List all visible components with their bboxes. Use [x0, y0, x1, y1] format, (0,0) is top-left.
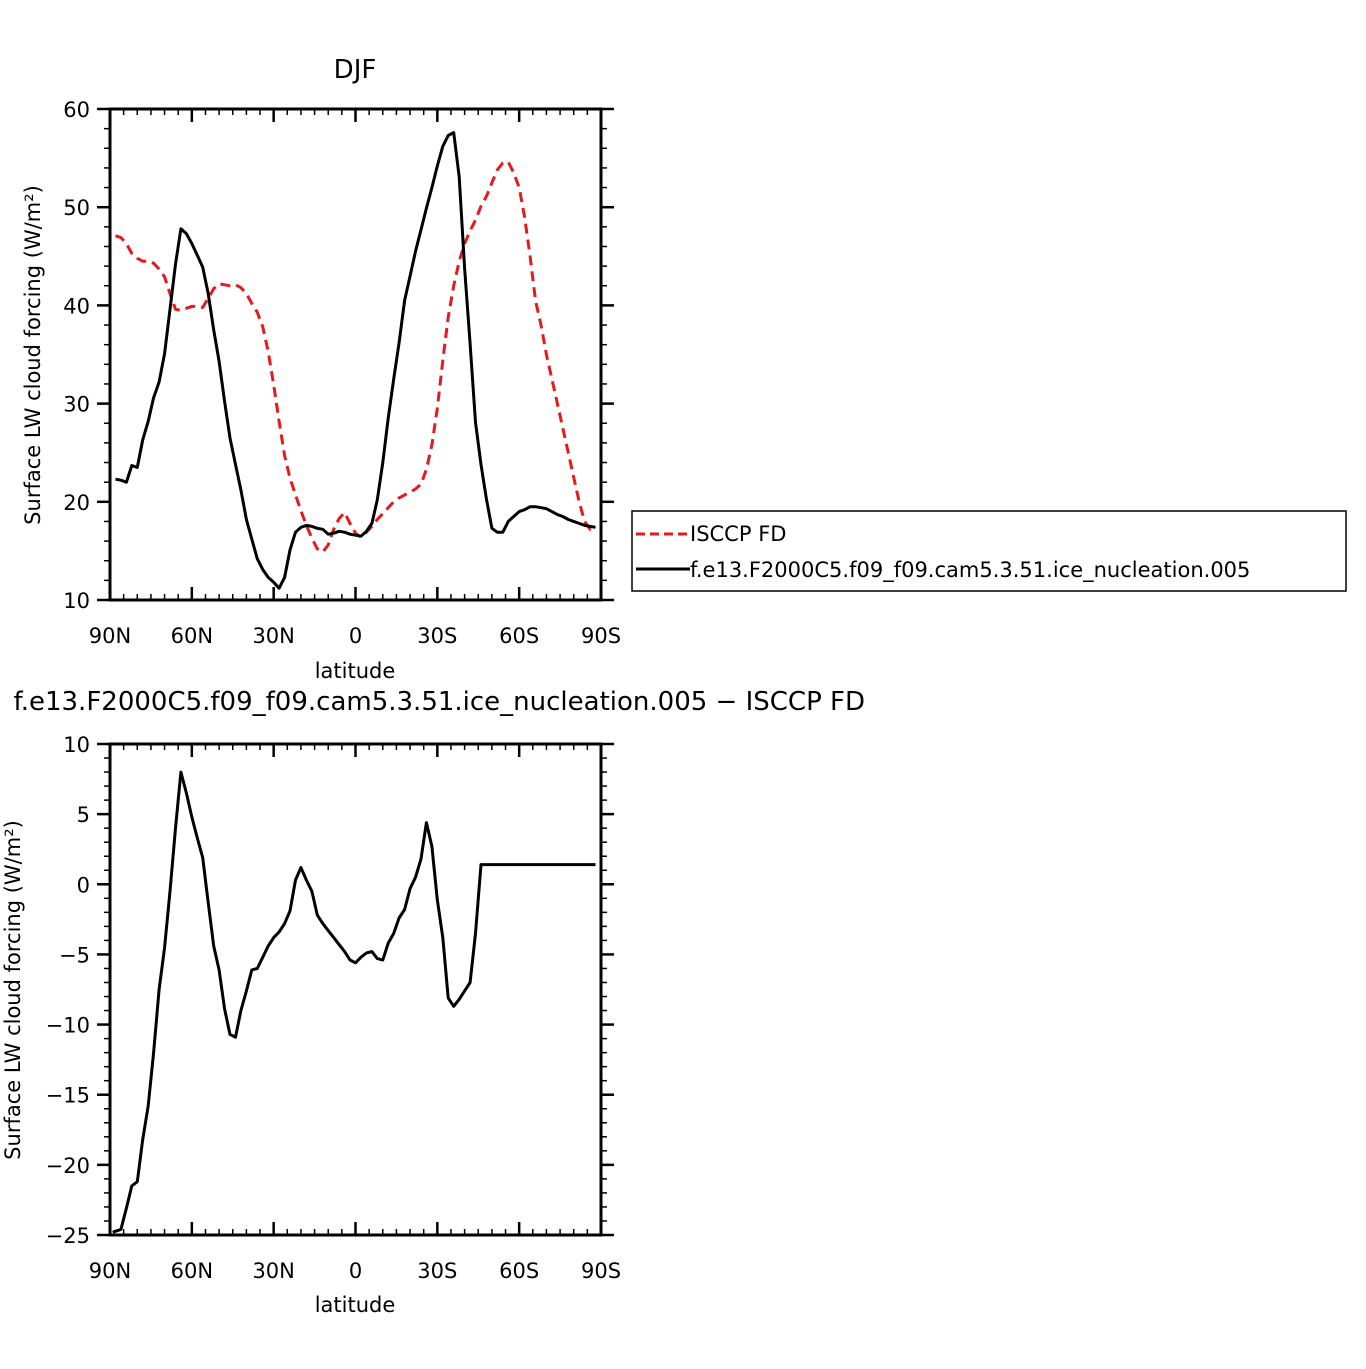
y-tick-label: 0: [77, 873, 90, 897]
y-tick-label: 60: [63, 98, 90, 122]
x-tick-label: 60N: [171, 1259, 213, 1283]
y-tick-label: 30: [63, 393, 90, 417]
legend: ISCCP FD f.e13.F2000C5.f09_f09.cam5.3.51…: [631, 510, 1347, 592]
panel-bottom-difference: f.e13.F2000C5.f09_f09.cam5.3.51.ice_nucl…: [1, 687, 865, 1317]
x-tick-label: 60S: [499, 624, 539, 648]
y-tick-label: 10: [63, 589, 90, 613]
panel-bottom-axes: 90N 60N 30N 0 30S 60S 90S −25 −20 −15 −10 −5 0 5 10: [46, 733, 621, 1283]
y-tick-label: −5: [59, 943, 90, 967]
panel-bottom-title: f.e13.F2000C5.f09_f09.cam5.3.51.ice_nucl…: [13, 687, 865, 717]
x-tick-label: 90S: [581, 1259, 621, 1283]
y-tick-label: −15: [46, 1084, 90, 1108]
panel-top-frame: [108, 107, 603, 602]
panel-top-xlabel: latitude: [315, 659, 396, 683]
series-line-1-0: [112, 770, 596, 1234]
x-tick-label: 90N: [89, 1259, 131, 1283]
panel-top-title: DJF: [334, 55, 377, 85]
y-tick-label: 40: [63, 294, 90, 318]
panel-top-ylabel: Surface LW cloud forcing (W/m²): [21, 185, 45, 525]
y-tick-label: −10: [46, 1014, 90, 1038]
x-tick-label: 30S: [417, 624, 457, 648]
panel-bottom-series: [112, 770, 596, 1234]
x-tick-label: 90N: [89, 624, 131, 648]
panel-bottom-frame: [108, 742, 603, 1237]
legend-label-model: f.e13.F2000C5.f09_f09.cam5.3.51.ice_nucl…: [690, 558, 1250, 583]
x-tick-label: 60S: [499, 1259, 539, 1283]
panel-bottom-xlabel: latitude: [315, 1293, 396, 1317]
y-tick-label: 50: [63, 196, 90, 220]
legend-label-isccp: ISCCP FD: [690, 522, 786, 546]
series-line-0-0: [115, 160, 597, 554]
panel-bottom-ylabel: Surface LW cloud forcing (W/m²): [1, 820, 25, 1160]
y-tick-label: 5: [77, 803, 90, 827]
x-tick-label: 0: [349, 1259, 362, 1283]
x-tick-label: 60N: [171, 624, 213, 648]
panel-top-djf: DJF 90N 60N 30N 0 30S 60S 90S 10 20 30 40 50 60 lati…: [21, 55, 621, 683]
y-tick-label: 20: [63, 491, 90, 515]
legend-box: [631, 510, 1347, 592]
x-tick-label: 30S: [417, 1259, 457, 1283]
x-tick-label: 30N: [252, 1259, 294, 1283]
x-tick-label: 30N: [252, 624, 294, 648]
y-tick-label: −25: [46, 1224, 90, 1248]
panel-top-series: [115, 131, 597, 590]
series-line-0-1: [115, 131, 596, 590]
panel-top-axes: 90N 60N 30N 0 30S 60S 90S 10 20 30 40 50 60: [63, 98, 621, 648]
y-tick-label: −20: [46, 1154, 90, 1178]
x-tick-label: 0: [349, 624, 362, 648]
y-tick-label: 10: [63, 733, 90, 757]
x-tick-label: 90S: [581, 624, 621, 648]
